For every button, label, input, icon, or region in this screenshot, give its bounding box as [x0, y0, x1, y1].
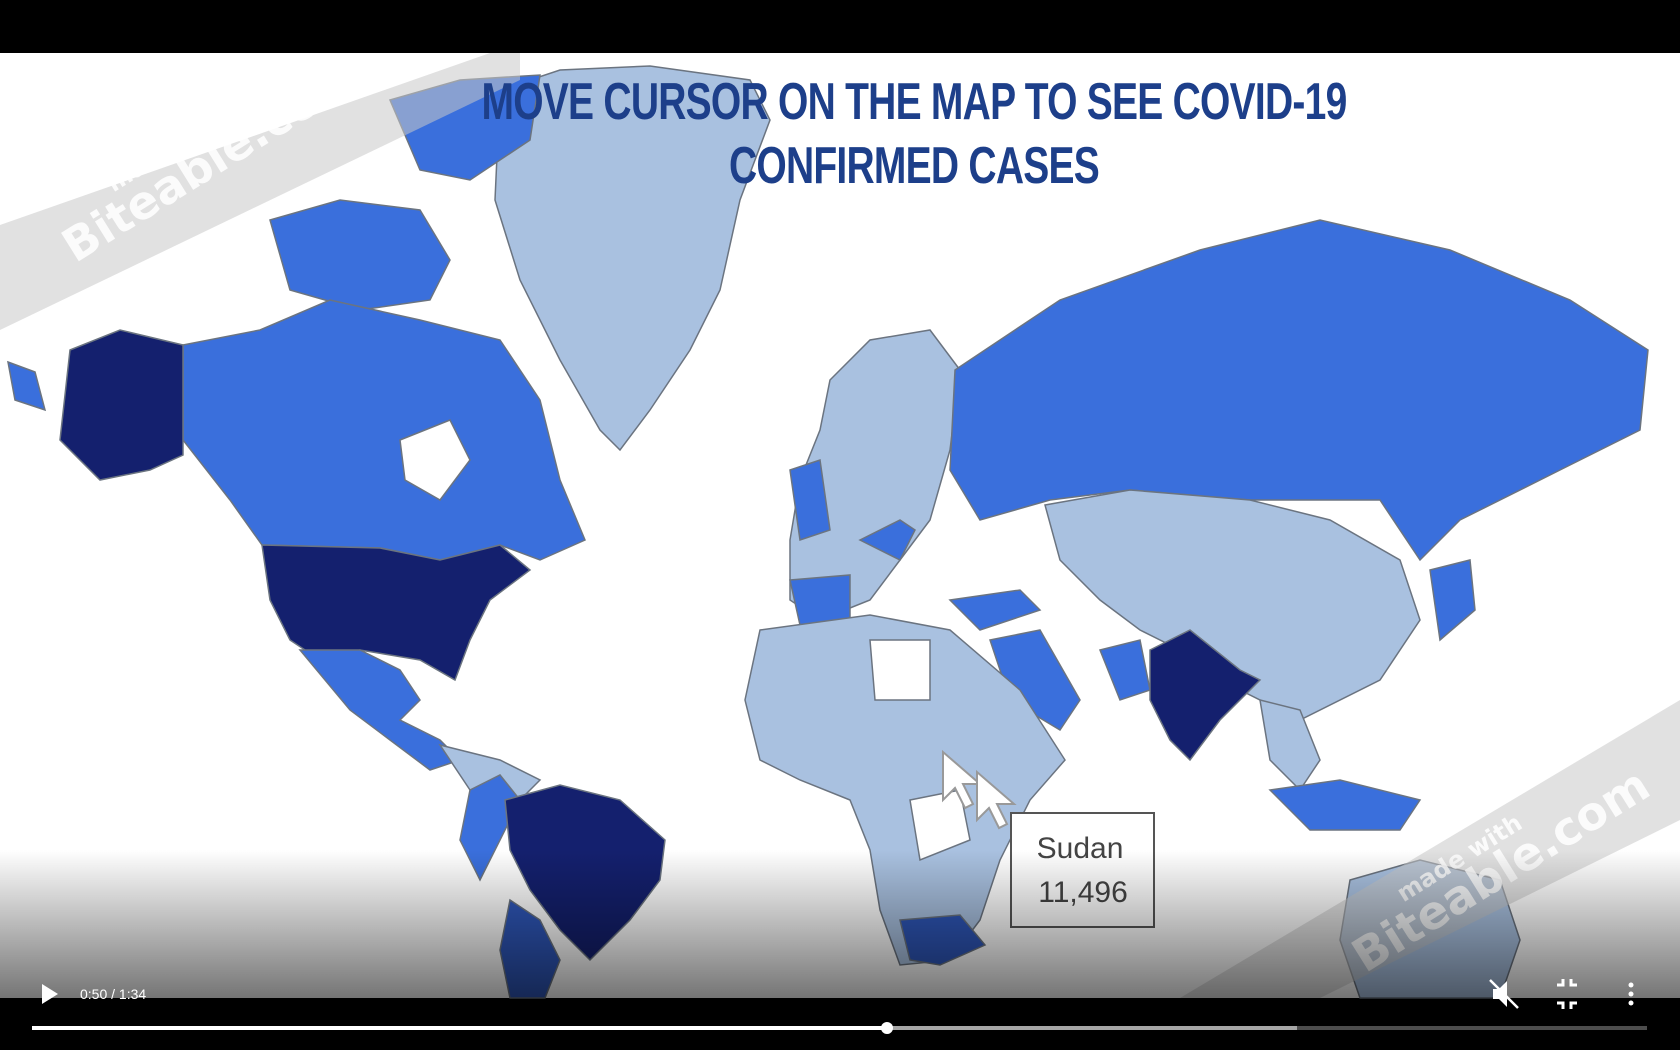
mexico: [298, 649, 462, 771]
spain: [789, 574, 851, 626]
canada: [182, 299, 586, 561]
central-america: [438, 743, 542, 801]
india: [1149, 629, 1262, 762]
mute-button[interactable]: [1489, 979, 1519, 1009]
japan: [1429, 559, 1476, 642]
hudson-bay: [399, 419, 471, 501]
watermark-band: [0, 53, 520, 330]
play-button[interactable]: [42, 984, 58, 1004]
video-title: MOVE CURSOR ON THE MAP TO SEE COVID-19 C…: [481, 73, 1347, 195]
southeast-asia: [1259, 698, 1321, 792]
usa: [261, 544, 532, 682]
france-germany: [858, 519, 916, 562]
exit-fullscreen-button[interactable]: [1557, 979, 1577, 1009]
greenland: [494, 65, 771, 452]
uk: [789, 459, 831, 541]
progress-knob[interactable]: [881, 1022, 893, 1034]
central-asia-china: [1044, 489, 1421, 721]
progress-played: [32, 1026, 887, 1030]
chukotka: [7, 360, 47, 412]
alaska: [59, 329, 184, 481]
time-display: 0:50 / 1:34: [80, 986, 146, 1002]
turkey: [948, 589, 1042, 631]
russia: [949, 219, 1649, 562]
libya: [869, 639, 931, 701]
arctic-islands: [269, 199, 451, 311]
more-options-button[interactable]: [1628, 982, 1634, 1006]
cursor: [976, 769, 1017, 830]
indonesia: [1268, 779, 1422, 831]
control-shade: [0, 850, 1680, 1000]
world-map: [7, 65, 1649, 999]
